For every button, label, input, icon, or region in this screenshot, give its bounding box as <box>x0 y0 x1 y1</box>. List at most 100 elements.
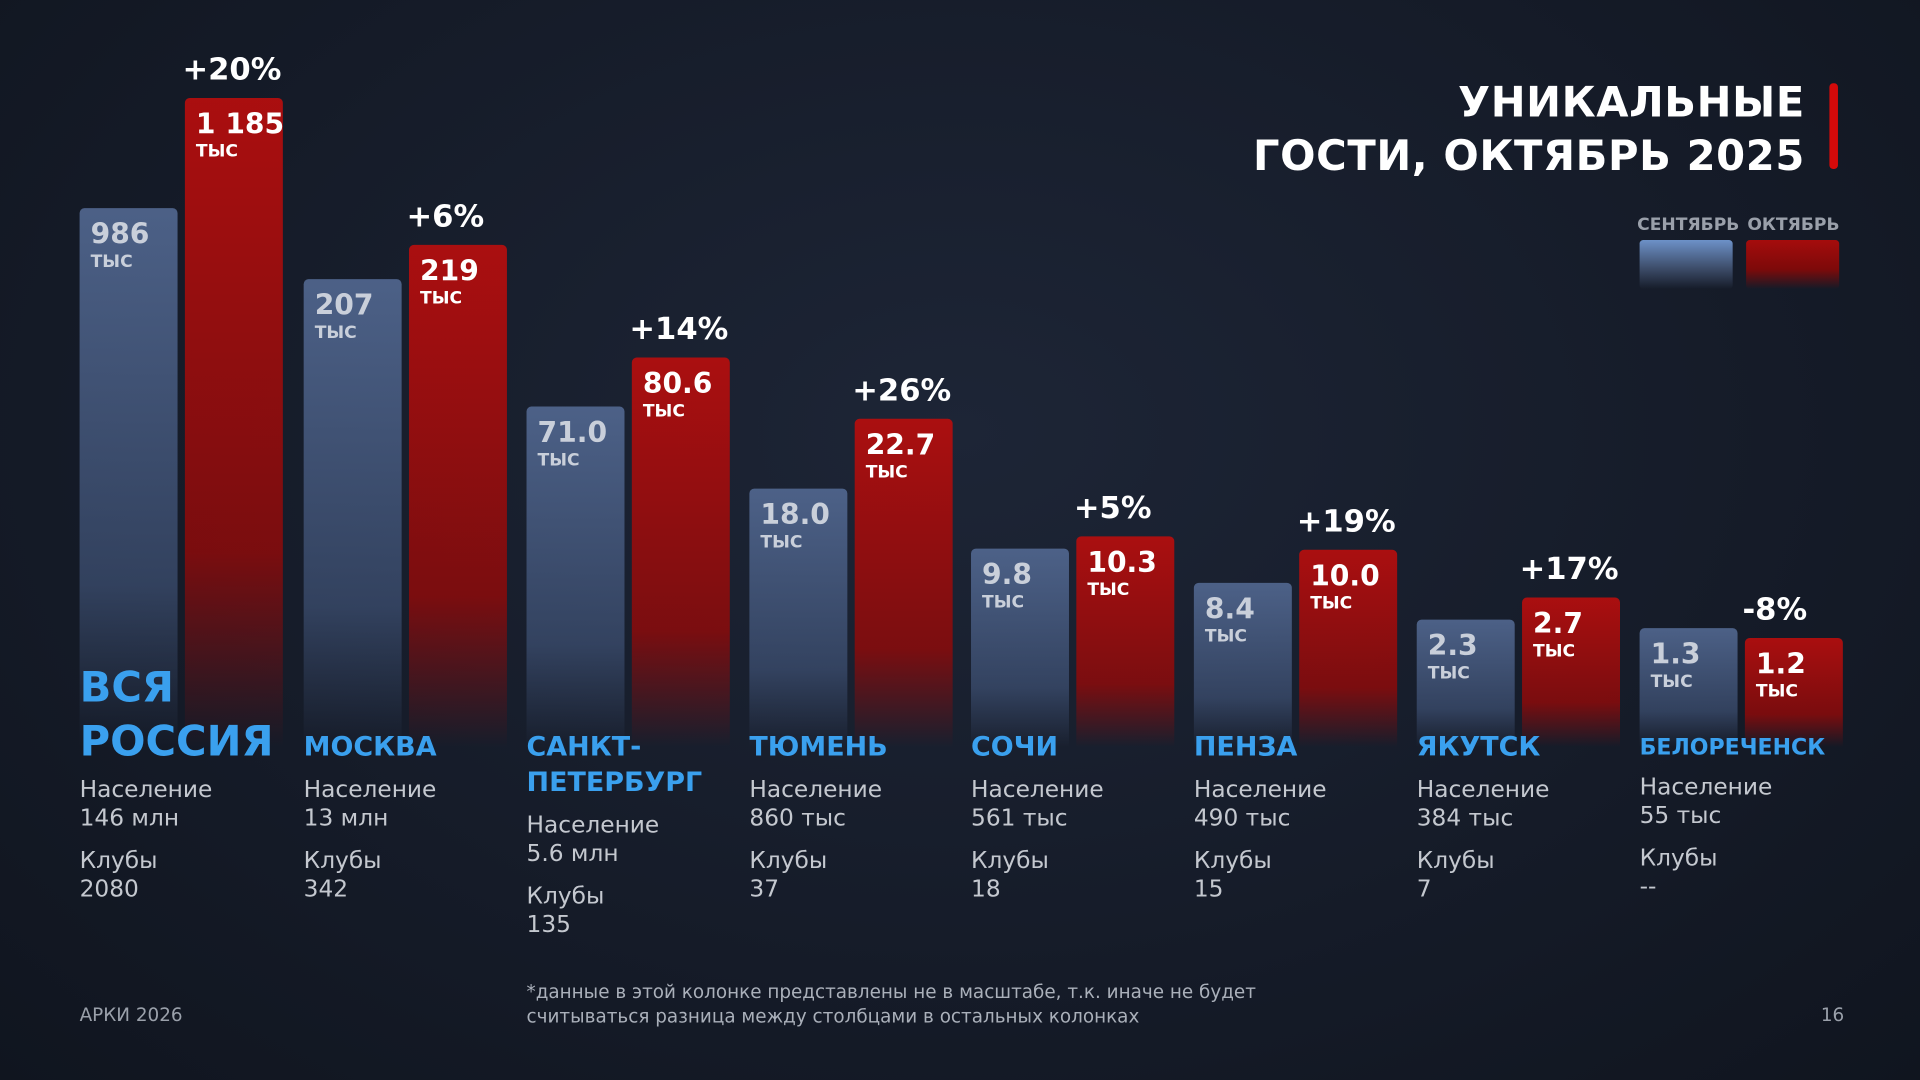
city-name: МОСКВА <box>303 732 437 763</box>
bar-oct: 219 ТЫС <box>408 244 507 747</box>
city-name: ПЕНЗА <box>1193 732 1298 763</box>
clubs-label: Клубы <box>749 847 828 875</box>
population-label: Население <box>971 776 1104 804</box>
population-label: Население <box>749 776 883 804</box>
city-name: ТЮМЕНЬ <box>749 732 888 763</box>
population-info: Население 860 тыс <box>749 776 882 832</box>
clubs-value: 135 <box>526 911 571 938</box>
change-label: +19% <box>1296 503 1396 539</box>
bar-value-label: 986 <box>90 219 150 252</box>
city-name: БЕЛОРЕЧЕНСК <box>1639 734 1826 761</box>
legend-label-october: ОКТЯБРЬ <box>1747 215 1840 236</box>
clubs-label: Клубы <box>303 847 382 875</box>
bar-unit-label: ТЫС <box>1533 641 1576 662</box>
population-label: Население <box>79 776 213 804</box>
population-value: 860 тыс <box>749 804 846 832</box>
population-label: Население <box>1193 776 1327 804</box>
legend-swatch-october <box>1746 240 1840 289</box>
bar-unit-label: ТЫС <box>1087 580 1130 601</box>
clubs-info: Клубы 15 <box>1194 847 1272 903</box>
change-label: -8% <box>1742 591 1808 627</box>
footer-brand: АРКИ 2026 <box>79 1004 183 1027</box>
bar-value-label: 80.6 <box>642 368 713 401</box>
bar-unit-label: ТЫС <box>642 401 685 422</box>
bar-unit-label: ТЫС <box>314 323 357 343</box>
bar-unit-label: ТЫС <box>865 462 908 483</box>
bar-unit-label: ТЫС <box>90 252 133 272</box>
bar-oct: 1.2 ТЫС <box>1744 637 1843 747</box>
bar-unit-label: ТЫС <box>1755 682 1798 702</box>
slide-title: УНИКАЛЬНЫЕ ГОСТИ, ОКТЯБРЬ 2025 <box>1253 76 1805 184</box>
population-value: 490 тыс <box>1193 804 1291 832</box>
bar-oct: 22.7 ТЫС <box>854 418 953 747</box>
population-value: 561 тыс <box>971 804 1068 832</box>
bar-oct: 1 185 ТЫС <box>184 97 285 747</box>
change-label: +17% <box>1519 551 1619 587</box>
bar-value-label: 9.8 <box>982 559 1032 592</box>
bar-unit-label: ТЫС <box>760 532 803 553</box>
bar-unit-label: ТЫС <box>1427 663 1470 684</box>
bar-unit-label: ТЫС <box>1204 626 1247 647</box>
bar-unit-label: ТЫС <box>1310 593 1353 614</box>
clubs-info: Клубы 18 <box>971 847 1049 903</box>
bar-value-label: 1.2 <box>1755 648 1806 681</box>
bar-sep: 986 ТЫС <box>79 208 178 747</box>
clubs-label: Клубы <box>79 847 158 875</box>
footnote-line-2: считываться разница между столбцами в ос… <box>526 1005 1140 1028</box>
clubs-value: 15 <box>1193 875 1224 903</box>
city-name: СОЧИ <box>971 732 1059 763</box>
population-label: Население <box>1416 776 1550 804</box>
page-number: 16 <box>1820 1004 1845 1027</box>
bar-value-label: 1 185 <box>195 108 285 141</box>
bar-unit-label: ТЫС <box>537 450 580 471</box>
population-value: 146 млн <box>79 804 180 832</box>
bar-unit-label: ТЫС <box>420 288 463 309</box>
bar-oct: 10.3 ТЫС <box>1076 536 1175 747</box>
bar-sep: 71.0 ТЫС <box>526 406 625 747</box>
population-label: Население <box>1639 773 1773 801</box>
change-label: +20% <box>182 51 282 87</box>
clubs-info: Клубы 37 <box>749 847 827 903</box>
footnote-line-1: *данные в этой колонке представлены не в… <box>526 980 1256 1003</box>
change-label: +14% <box>629 311 729 347</box>
clubs-value: 7 <box>1416 875 1432 903</box>
footnote: *данные в этой колонке представлены не в… <box>527 980 1256 1029</box>
population-value: 55 тыс <box>1639 802 1722 829</box>
title-line-2: ГОСТИ, ОКТЯБРЬ 2025 <box>1253 132 1805 182</box>
city-name: ВСЯ РОССИЯ <box>80 661 274 769</box>
bar-value-label: 219 <box>420 255 479 288</box>
change-label: +5% <box>1073 489 1152 526</box>
bar-unit-label: ТЫС <box>1650 672 1693 692</box>
city-name-line: РОССИЯ <box>79 717 274 767</box>
title-accent-bar <box>1829 83 1838 169</box>
bar-value-label: 2.7 <box>1533 608 1583 641</box>
population-value: 5.6 млн <box>526 840 619 867</box>
population-info: Население 561 тыс <box>971 776 1104 832</box>
clubs-value: 37 <box>749 875 780 903</box>
clubs-info: Клубы 135 <box>527 883 605 939</box>
city-name-line: САНКТ- <box>526 732 642 763</box>
title-line-1: УНИКАЛЬНЫЕ <box>1458 78 1805 128</box>
clubs-value: 18 <box>971 875 1001 903</box>
population-value: 384 тыс <box>1416 804 1514 832</box>
clubs-label: Клубы <box>1416 847 1495 875</box>
clubs-value: -- <box>1639 873 1657 901</box>
bar-sep: 2.3 ТЫС <box>1416 619 1515 747</box>
clubs-info: Клубы 2080 <box>80 847 158 903</box>
bar-unit-label: ТЫС <box>982 592 1025 613</box>
city-name: САНКТ- ПЕТЕРБУРГ <box>527 730 703 801</box>
city-name-line: ВСЯ <box>79 663 174 713</box>
bar-sep: 207 ТЫС <box>303 279 402 747</box>
clubs-value: 2080 <box>79 875 139 903</box>
bar-oct: 10.0 ТЫС <box>1299 549 1398 747</box>
bar-value-label: 1.3 <box>1650 639 1701 672</box>
legend-label-september: СЕНТЯБРЬ <box>1637 215 1740 236</box>
bar-sep: 8.4 ТЫС <box>1193 582 1292 747</box>
bar-sep: 1.3 ТЫС <box>1639 628 1738 747</box>
bar-value-label: 8.4 <box>1204 593 1255 626</box>
bar-sep: 18.0 ТЫС <box>749 488 848 747</box>
population-label: Население <box>303 776 437 804</box>
city-name-line: ПЕТЕРБУРГ <box>526 767 703 799</box>
bar-oct: 2.7 ТЫС <box>1522 597 1621 747</box>
